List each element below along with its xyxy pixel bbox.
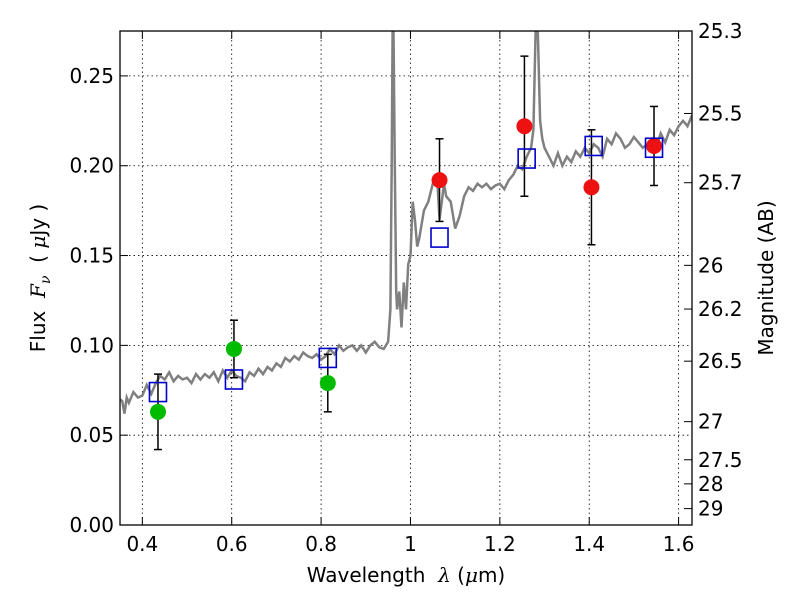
y-tick-label: 0.05 <box>69 423 114 447</box>
data-point-circle <box>149 403 166 420</box>
data-point-circle <box>646 137 663 154</box>
model-point-square <box>517 148 536 169</box>
x-tick-label: 0.6 <box>216 532 248 556</box>
model-point-square <box>644 137 664 159</box>
y2-tick-label: 28 <box>698 472 723 496</box>
model-spectrum-line <box>120 31 692 414</box>
x-tick-label: 1 <box>404 532 417 556</box>
y2-tick-label: 25.3 <box>698 19 743 43</box>
model-point-square <box>148 381 168 403</box>
y-tick-label: 0.20 <box>69 154 114 178</box>
y-axis-title: Flux Fν ( μJy ) <box>26 204 54 352</box>
y2-axis-title: Magnitude (AB) <box>754 200 778 355</box>
error-bars <box>153 55 659 451</box>
data-point-circle <box>431 172 448 189</box>
data-markers <box>148 118 664 420</box>
x-tick-label: 0.4 <box>126 532 158 556</box>
x-tick-label: 1.4 <box>573 532 605 556</box>
y2-tick-label: 25.5 <box>698 101 743 125</box>
y-tick-label: 0.15 <box>69 244 114 268</box>
model-point-square <box>584 135 603 157</box>
y-tick-label: 0.10 <box>69 333 114 357</box>
data-point-circle <box>225 340 242 357</box>
x-axis-title: Wavelength λ (μm) <box>307 563 506 587</box>
grid-lines <box>120 31 692 526</box>
data-point-circle <box>319 375 336 392</box>
plot-frame <box>119 30 693 526</box>
axis-ticks: 0.4 0.6 0.8 1 1.2 1.4 1.6 0.00 0.05 0.10 0.15 0.20 0… <box>69 19 742 556</box>
y2-tick-label: 25.7 <box>698 171 743 195</box>
y2-tick-label: 29 <box>698 497 723 521</box>
data-point-circle <box>516 118 533 135</box>
y-tick-label: 0.00 <box>69 513 114 537</box>
model-point-square <box>224 369 244 390</box>
model-point-square <box>318 347 338 369</box>
y2-tick-label: 26.5 <box>698 349 743 373</box>
y2-tick-label: 26.2 <box>698 297 743 321</box>
y2-tick-label: 26 <box>698 253 723 277</box>
y-tick-label: 0.25 <box>69 64 114 88</box>
model-point-square <box>430 227 449 248</box>
y2-tick-label: 27.5 <box>698 448 743 472</box>
x-tick-label: 0.8 <box>305 532 337 556</box>
y2-tick-label: 27 <box>698 410 723 434</box>
x-tick-label: 1.2 <box>484 532 516 556</box>
x-tick-label: 1.6 <box>663 532 695 556</box>
data-point-circle <box>583 179 600 196</box>
